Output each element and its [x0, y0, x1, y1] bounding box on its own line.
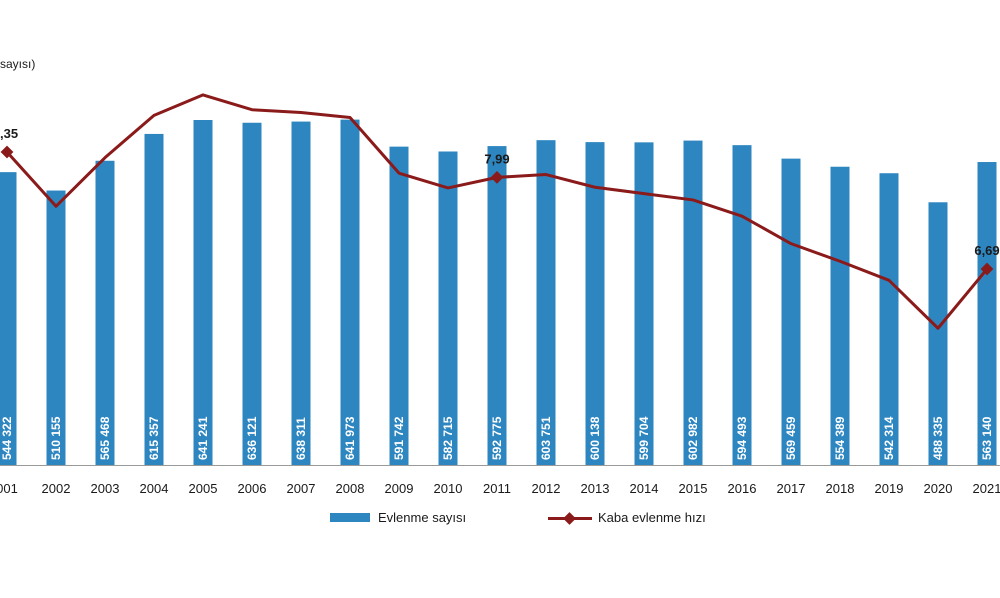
x-tick-label: 2013 [581, 481, 610, 496]
x-tick-label: 2008 [336, 481, 365, 496]
bar [928, 202, 948, 466]
x-tick-label: 2019 [875, 481, 904, 496]
x-tick-label: 2021 [973, 481, 1000, 496]
bar [879, 173, 899, 466]
x-tick-label: 2005 [189, 481, 218, 496]
bar [95, 160, 115, 465]
x-tick-label: 2014 [630, 481, 659, 496]
legend-item-bar: Evlenme sayısı [330, 510, 466, 525]
x-tick-label: 2015 [679, 481, 708, 496]
x-tick-label: 2006 [238, 481, 267, 496]
x-tick-label: 2017 [777, 481, 806, 496]
bar [291, 121, 311, 466]
bar-value-label: 641 241 [196, 416, 210, 460]
x-tick-label: 2002 [42, 481, 71, 496]
bar-value-label: 615 357 [147, 416, 161, 460]
bar [0, 172, 17, 465]
bar-value-label: 641 973 [343, 416, 357, 460]
bar-value-label: 592 775 [490, 416, 504, 460]
rate-marker [0, 145, 14, 159]
rate-data-label: ,35 [0, 126, 18, 141]
bar-value-label: 510 155 [49, 416, 63, 460]
x-tick-label: 2004 [140, 481, 169, 496]
x-tick-label: 2007 [287, 481, 316, 496]
bar-value-label: 602 982 [686, 416, 700, 460]
x-tick-label: 2016 [728, 481, 757, 496]
bar [536, 140, 556, 465]
bar-value-label: 563 140 [980, 416, 994, 460]
x-tick-label: 2011 [483, 481, 511, 496]
x-tick-label: 2009 [385, 481, 414, 496]
bar-value-label: 488 335 [931, 416, 945, 460]
bar-value-label: 569 459 [784, 416, 798, 460]
bar [46, 190, 66, 465]
legend-label-line: Kaba evlenme hızı [598, 510, 706, 525]
bar [830, 166, 850, 466]
bar [193, 120, 213, 465]
bar-value-label: 594 493 [735, 416, 749, 460]
bar-value-label: 582 715 [441, 416, 455, 460]
bar-value-label: 638 311 [294, 417, 308, 460]
bar [487, 146, 507, 466]
bar-value-label: 600 138 [588, 416, 602, 460]
legend-item-line: Kaba evlenme hızı [548, 510, 706, 525]
bar [683, 140, 703, 465]
x-tick-label: 001 [0, 481, 18, 496]
bar-value-label: 599 704 [637, 416, 651, 460]
x-tick-label: 2010 [434, 481, 463, 496]
legend-swatch-line [548, 511, 592, 525]
rate-marker [490, 171, 504, 184]
bar [585, 142, 605, 466]
bar-value-label: 554 389 [833, 416, 847, 460]
bar-value-label: 591 742 [392, 416, 406, 460]
bar-value-label: 603 751 [539, 416, 553, 460]
x-tick-label: 2012 [532, 481, 561, 496]
y-axis-label: sayısı) [0, 57, 36, 71]
bar [634, 142, 654, 465]
x-tick-label: 2018 [826, 481, 855, 496]
bar [977, 162, 997, 465]
bar-value-label: 542 314 [882, 416, 896, 460]
bar [781, 158, 801, 465]
x-tick-label: 2020 [924, 481, 953, 496]
bar-value-label: 544 322 [0, 416, 14, 460]
legend: Evlenme sayısı Kaba evlenme hızı [0, 510, 1000, 534]
bar [144, 133, 164, 465]
bar [340, 119, 360, 465]
bar [438, 151, 458, 466]
rate-data-label: 7,99 [484, 151, 509, 166]
bar [389, 146, 409, 465]
bar-value-label: 565 468 [98, 416, 112, 460]
x-tick-label: 2003 [91, 481, 120, 496]
bar [242, 122, 262, 465]
legend-label-bar: Evlenme sayısı [378, 510, 467, 525]
legend-swatch-bar [330, 513, 370, 522]
bar-value-label: 636 121 [245, 416, 259, 460]
rate-data-label: 6,69 [974, 243, 999, 258]
bar [732, 145, 752, 466]
